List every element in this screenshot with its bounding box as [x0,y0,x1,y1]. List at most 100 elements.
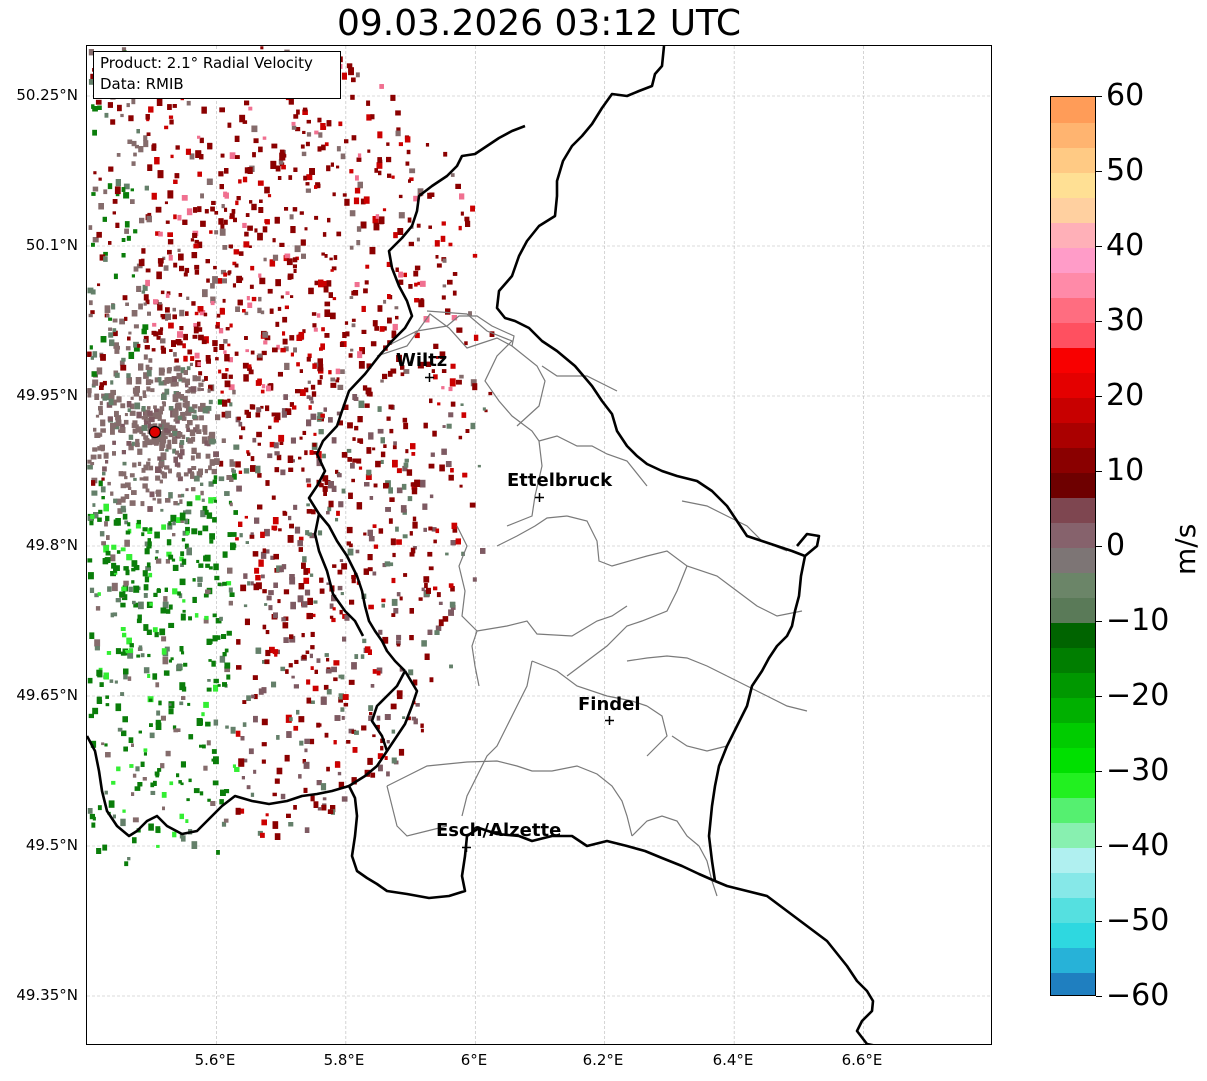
echo-pixel [112,440,116,445]
colorbar-tick-label: 60 [1106,78,1145,113]
colorbar-segment [1051,647,1095,673]
echo-pixel [304,227,308,231]
echo-pixel [141,532,145,537]
echo-pixel [213,265,217,270]
city-marker-findel [605,716,614,725]
echo-pixel [186,100,191,106]
colorbar-tick-label: −60 [1106,978,1170,1013]
echo-pixel [305,141,310,147]
echo-pixel [174,173,180,179]
echo-pixel [118,471,123,477]
echo-pixel [436,592,441,598]
echo-pixel [288,822,294,827]
echo-pixel [332,192,336,197]
echo-pixel [352,394,358,400]
echo-pixel [434,630,440,635]
echo-pixel [161,419,166,425]
echo-pixel [108,800,115,808]
echo-pixel [204,469,208,474]
echo-pixel [277,176,282,180]
echo-pixel [161,393,167,400]
echo-pixel [366,447,372,454]
echo-pixel [155,558,162,564]
echo-pixel [433,539,437,544]
echo-pixel [150,439,156,444]
echo-pixel [363,288,368,294]
echo-pixel [180,367,186,374]
echo-pixel [376,162,383,169]
echo-pixel [147,541,152,547]
echo-pixel [305,188,311,193]
echo-pixel [168,406,174,411]
echo-pixel [332,564,337,568]
echo-pixel [450,173,455,177]
echo-pixel [200,402,206,411]
echo-pixel [409,552,415,557]
echo-pixel [219,799,224,805]
echo-pixel [468,311,472,316]
city-label-wiltz: Wiltz [396,350,448,371]
echo-pixel [291,125,297,130]
echo-pixel [290,352,294,357]
echo-pixel [302,107,308,112]
city-marker-ettelbruck [535,493,544,502]
echo-pixel [396,592,401,597]
echo-pixel [376,715,381,721]
echo-pixel [121,450,126,455]
echo-pixel [203,312,208,317]
echo-pixel [198,468,203,476]
echo-pixel [350,94,355,100]
echo-pixel [174,462,181,467]
echo-pixel [243,604,248,608]
echo-pixel [334,761,341,768]
echo-pixel [412,521,418,529]
echo-pixel [151,348,156,352]
echo-pixel [195,495,201,501]
echo-pixel [303,175,307,181]
echo-pixel [395,315,399,320]
echo-pixel [317,146,322,152]
echo-pixel [165,422,170,427]
echo-pixel [142,570,148,577]
radar-map[interactable] [86,45,992,1045]
echo-pixel [302,759,306,764]
echo-pixel [126,373,131,378]
echo-pixel [138,303,143,310]
echo-pixel [180,563,184,567]
echo-pixel [201,339,207,345]
echo-pixel [179,512,186,521]
echo-pixel [383,299,387,304]
echo-pixel [419,479,426,488]
echo-pixel [195,150,202,158]
echo-pixel [192,375,197,382]
echo-pixel [131,792,135,796]
echo-pixel [91,242,95,247]
echo-pixel [185,509,192,515]
echo-pixel [141,258,145,263]
echo-pixel [427,629,433,635]
echo-pixel [219,344,225,350]
echo-pixel [218,476,225,482]
echo-pixel [226,581,232,586]
echo-pixel [227,122,232,128]
echo-pixel [181,377,186,383]
echo-pixel [298,583,305,590]
colorbar-tick-label: −40 [1106,828,1170,863]
echo-pixel [248,245,252,248]
echo-pixel [235,807,241,815]
echo-pixel [337,569,343,575]
echo-pixel [224,491,230,496]
echo-pixel [448,242,453,247]
echo-pixel [352,458,357,463]
echo-pixel [232,473,237,480]
echo-pixel [336,377,340,380]
echo-pixel [143,476,149,481]
echo-pixel [204,440,209,446]
echo-pixel [94,393,100,400]
echo-pixel [384,756,388,760]
echo-pixel [382,373,388,380]
echo-pixel [239,533,243,538]
echo-pixel [91,104,95,109]
echo-pixel [135,438,140,444]
echo-pixel [354,282,360,288]
